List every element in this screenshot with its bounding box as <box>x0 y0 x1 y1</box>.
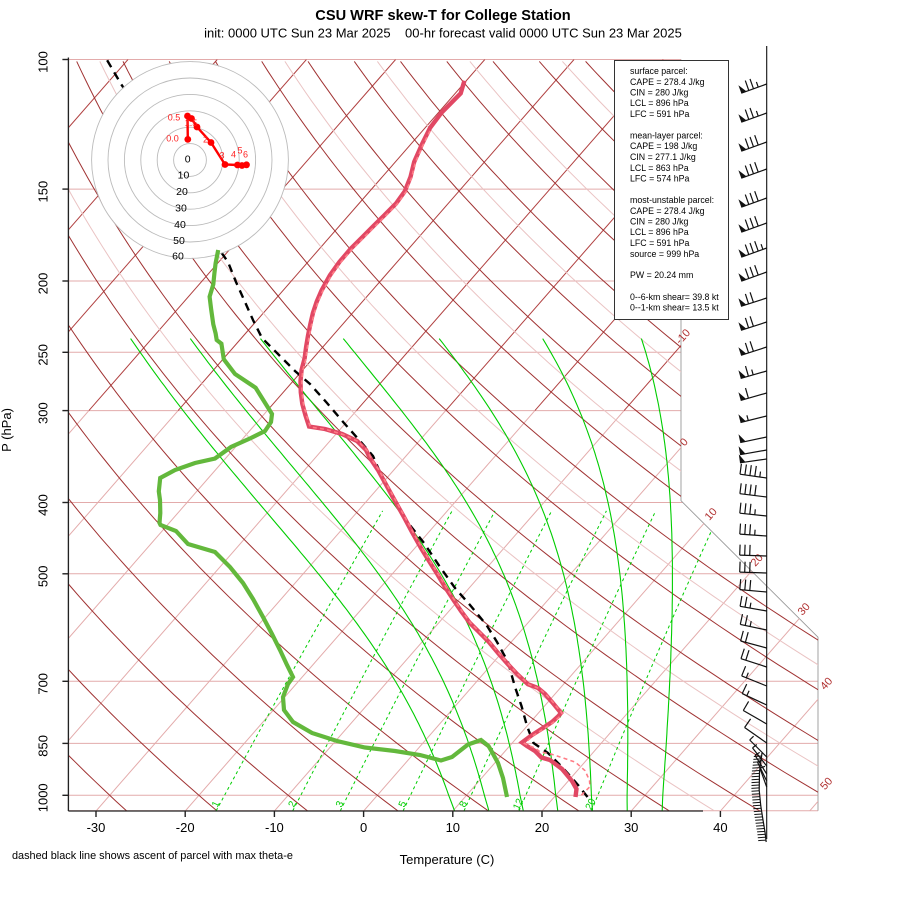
svg-text:250: 250 <box>35 344 50 366</box>
svg-text:LFC = 591 hPa: LFC = 591 hPa <box>630 238 690 248</box>
svg-text:0--6-km shear= 39.8 kt: 0--6-km shear= 39.8 kt <box>630 292 719 302</box>
svg-text:-20: -20 <box>176 820 195 835</box>
svg-text:60: 60 <box>172 251 184 263</box>
svg-text:4: 4 <box>231 150 236 160</box>
svg-text:300: 300 <box>35 402 50 424</box>
svg-text:6: 6 <box>243 150 248 160</box>
svg-text:LFC = 591 hPa: LFC = 591 hPa <box>630 109 690 119</box>
svg-text:Temperature (C): Temperature (C) <box>400 852 495 867</box>
svg-text:10: 10 <box>178 170 190 182</box>
svg-text:3: 3 <box>334 799 347 809</box>
svg-text:12: 12 <box>511 797 526 812</box>
svg-text:init: 0000 UTC Sun 23 Mar 2025: init: 0000 UTC Sun 23 Mar 2025 00-hr for… <box>204 26 682 41</box>
svg-text:20: 20 <box>176 186 188 198</box>
svg-text:100: 100 <box>35 51 50 73</box>
svg-text:3: 3 <box>219 151 224 161</box>
svg-text:2: 2 <box>287 799 300 809</box>
svg-text:0.5: 0.5 <box>168 113 181 123</box>
svg-text:LCL = 896 hPa: LCL = 896 hPa <box>630 98 689 108</box>
svg-text:source = 999 hPa: source = 999 hPa <box>630 249 699 259</box>
svg-text:850: 850 <box>35 735 50 757</box>
svg-text:400: 400 <box>35 494 50 516</box>
svg-text:1: 1 <box>210 799 223 809</box>
svg-text:30: 30 <box>175 203 187 215</box>
svg-text:PW = 20.24 mm: PW = 20.24 mm <box>630 270 693 280</box>
svg-text:CIN = 277.1 J/kg: CIN = 277.1 J/kg <box>630 152 696 162</box>
svg-text:0: 0 <box>185 153 191 165</box>
svg-text:surface parcel:: surface parcel: <box>630 66 688 76</box>
svg-text:500: 500 <box>35 565 50 587</box>
svg-text:200: 200 <box>35 273 50 295</box>
svg-text:P (hPa): P (hPa) <box>0 408 14 452</box>
svg-text:CIN = 280 J/kg: CIN = 280 J/kg <box>630 217 689 227</box>
svg-text:0--1-km shear= 13.5 kt: 0--1-km shear= 13.5 kt <box>630 303 719 313</box>
svg-text:700: 700 <box>35 673 50 695</box>
svg-text:LCL = 863 hPa: LCL = 863 hPa <box>630 163 689 173</box>
svg-text:0: 0 <box>360 820 367 835</box>
svg-text:20: 20 <box>535 820 549 835</box>
svg-text:LFC = 574 hPa: LFC = 574 hPa <box>630 174 690 184</box>
svg-text:mean-layer parcel:: mean-layer parcel: <box>630 131 703 141</box>
svg-text:50: 50 <box>173 235 185 247</box>
svg-text:0.0: 0.0 <box>166 134 179 144</box>
svg-text:CIN = 280 J/kg: CIN = 280 J/kg <box>630 88 689 98</box>
svg-text:-30: -30 <box>87 820 106 835</box>
svg-text:150: 150 <box>35 181 50 203</box>
svg-text:CSU WRF skew-T for College Sta: CSU WRF skew-T for College Station <box>315 8 570 24</box>
svg-text:1.5: 1.5 <box>185 118 198 128</box>
svg-text:5: 5 <box>397 799 410 809</box>
svg-text:2: 2 <box>203 135 208 145</box>
svg-text:-10: -10 <box>265 820 284 835</box>
svg-text:CAPE = 278.4 J/kg: CAPE = 278.4 J/kg <box>630 206 705 216</box>
svg-text:20: 20 <box>584 797 599 812</box>
svg-text:CAPE = 198 J/kg: CAPE = 198 J/kg <box>630 141 697 151</box>
svg-text:dashed black line shows ascent: dashed black line shows ascent of parcel… <box>12 850 293 862</box>
svg-text:40: 40 <box>713 820 727 835</box>
svg-text:5: 5 <box>237 146 242 156</box>
svg-text:8: 8 <box>458 799 471 809</box>
svg-text:1000: 1000 <box>35 783 50 812</box>
svg-text:CAPE = 278.4 J/kg: CAPE = 278.4 J/kg <box>630 77 705 87</box>
svg-text:40: 40 <box>174 219 186 231</box>
svg-text:30: 30 <box>624 820 638 835</box>
svg-text:10: 10 <box>446 820 460 835</box>
svg-text:LCL = 896 hPa: LCL = 896 hPa <box>630 227 689 237</box>
svg-text:most-unstable parcel:: most-unstable parcel: <box>630 195 714 205</box>
